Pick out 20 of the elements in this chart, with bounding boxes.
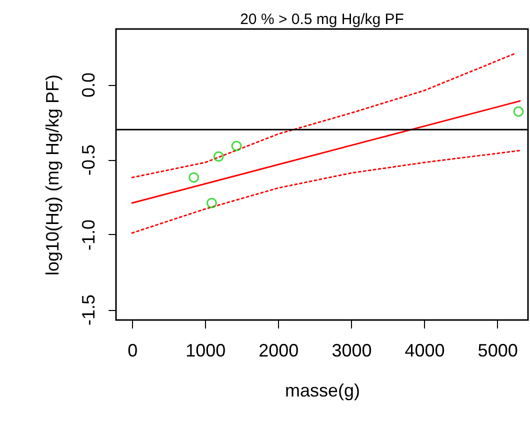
y-tick-label: -0.5 bbox=[78, 144, 98, 176]
x-tick-label: 3000 bbox=[332, 340, 372, 360]
point bbox=[231, 140, 242, 152]
point bbox=[188, 172, 200, 183]
line-series bbox=[131, 52, 518, 178]
x-tick-label: 4000 bbox=[404, 340, 445, 360]
x-tick-label: 5000 bbox=[478, 340, 518, 360]
x-tick-label: 2000 bbox=[258, 340, 299, 360]
x-tick-label: 0 bbox=[128, 340, 138, 360]
line-series bbox=[131, 150, 521, 234]
point bbox=[513, 106, 524, 117]
x-tick-label: 1000 bbox=[186, 340, 226, 360]
y-tick-label: 0.0 bbox=[78, 72, 98, 98]
y-tick-label: -1.5 bbox=[78, 294, 98, 326]
chart-title: 20 % > 0.5 mg Hg/kg PF bbox=[240, 11, 404, 28]
point bbox=[213, 151, 224, 162]
y-tick-label: -1.0 bbox=[78, 219, 98, 251]
y-axis-title: log10(Hg) (mg Hg/kg PF) bbox=[42, 74, 62, 276]
point bbox=[206, 198, 217, 208]
x-axis-title: masse(g) bbox=[284, 380, 360, 400]
